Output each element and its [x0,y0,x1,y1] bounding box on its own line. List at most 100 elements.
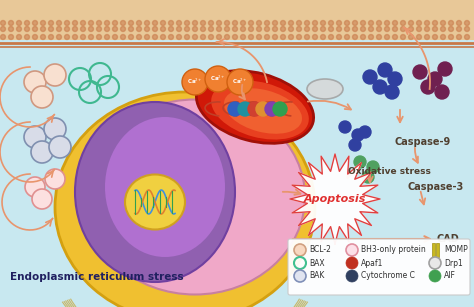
Circle shape [312,34,318,40]
Ellipse shape [85,99,305,294]
Circle shape [31,141,53,163]
Circle shape [429,257,441,269]
Circle shape [401,26,405,32]
Circle shape [345,34,349,40]
Circle shape [240,34,246,40]
Circle shape [0,26,6,32]
Circle shape [392,34,398,40]
Circle shape [209,26,213,32]
Text: Ca$^{2+}$: Ca$^{2+}$ [232,76,248,86]
Circle shape [24,71,46,93]
Circle shape [217,21,221,25]
Circle shape [153,34,157,40]
Circle shape [378,63,392,77]
Text: Caspase-9: Caspase-9 [395,137,451,147]
Circle shape [17,26,21,32]
Circle shape [273,21,277,25]
Circle shape [352,129,364,141]
Circle shape [217,34,221,40]
Circle shape [112,21,118,25]
Circle shape [233,21,237,25]
Circle shape [228,102,242,116]
Ellipse shape [211,80,309,140]
Circle shape [81,26,85,32]
Circle shape [465,21,470,25]
Circle shape [25,26,29,32]
Ellipse shape [105,117,225,257]
Circle shape [289,34,293,40]
Text: Endoplasmic reticulum stress: Endoplasmic reticulum stress [10,272,183,282]
Circle shape [368,21,374,25]
Circle shape [401,21,405,25]
Circle shape [361,34,365,40]
Ellipse shape [55,92,315,307]
Circle shape [346,244,358,256]
Circle shape [64,26,70,32]
Bar [432,243,435,257]
Circle shape [104,34,109,40]
Circle shape [289,26,293,32]
Text: Cytochrome C: Cytochrome C [361,271,415,281]
Circle shape [376,34,382,40]
Circle shape [25,34,29,40]
Text: Drp1: Drp1 [444,258,463,267]
Circle shape [349,139,361,151]
Circle shape [337,26,341,32]
Circle shape [320,26,326,32]
Circle shape [104,21,109,25]
Circle shape [192,26,198,32]
Circle shape [361,21,365,25]
Circle shape [112,34,118,40]
Circle shape [97,26,101,32]
Circle shape [56,34,62,40]
Circle shape [48,21,54,25]
Circle shape [448,26,454,32]
Circle shape [73,26,78,32]
Circle shape [409,34,413,40]
Circle shape [409,26,413,32]
Circle shape [304,21,310,25]
Circle shape [465,34,470,40]
Circle shape [176,21,182,25]
Circle shape [184,34,190,40]
Ellipse shape [224,88,302,134]
Circle shape [227,69,253,95]
Circle shape [233,26,237,32]
Circle shape [373,80,387,94]
Circle shape [435,85,449,99]
Circle shape [97,34,101,40]
Circle shape [176,34,182,40]
Circle shape [184,21,190,25]
Bar [0,0,474,40]
Circle shape [248,102,262,116]
Circle shape [9,34,13,40]
Circle shape [73,21,78,25]
Circle shape [9,21,13,25]
Circle shape [205,66,231,92]
Circle shape [104,26,109,32]
Circle shape [384,21,390,25]
Circle shape [24,126,46,148]
Circle shape [432,21,438,25]
Ellipse shape [75,102,235,282]
Circle shape [264,26,270,32]
Circle shape [440,26,446,32]
Circle shape [363,70,377,84]
Circle shape [145,21,149,25]
Circle shape [120,21,126,25]
Circle shape [346,257,358,269]
Circle shape [256,102,270,116]
Circle shape [320,21,326,25]
Circle shape [312,26,318,32]
Circle shape [264,21,270,25]
Circle shape [201,21,206,25]
Circle shape [168,21,173,25]
Circle shape [33,26,37,32]
Text: BAK: BAK [309,271,324,281]
Circle shape [256,26,262,32]
Text: AIF: AIF [444,271,456,281]
Circle shape [45,169,65,189]
Circle shape [392,21,398,25]
Circle shape [359,126,371,138]
Circle shape [128,21,134,25]
